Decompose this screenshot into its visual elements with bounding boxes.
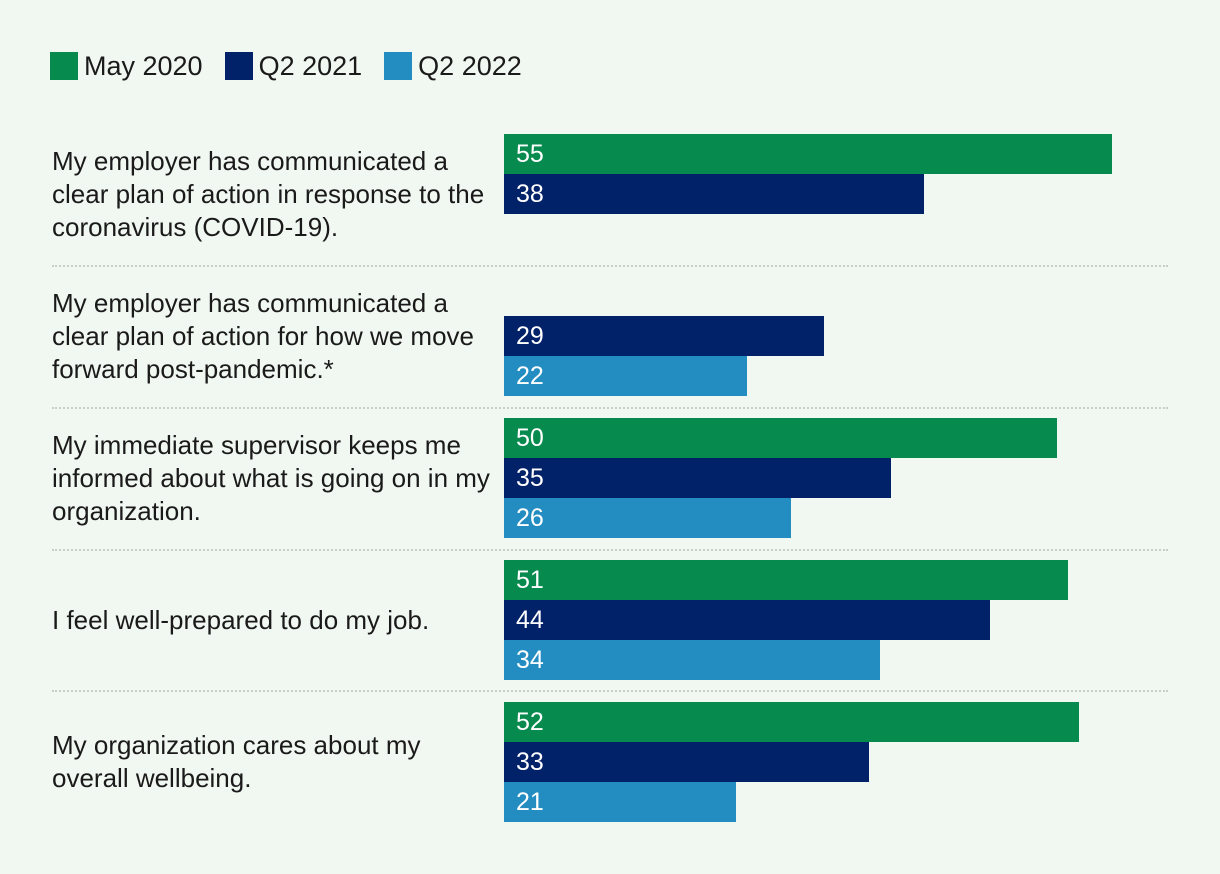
bar-value-label: 55	[516, 140, 544, 168]
bar-value-label: 34	[516, 646, 544, 674]
bar: 52	[504, 702, 1079, 742]
row-divider	[52, 549, 1168, 551]
legend-item-q2-2022: Q2 2022	[384, 50, 522, 82]
bar: 34	[504, 640, 880, 680]
bar-value-label: 26	[516, 504, 544, 532]
category-label: My organization cares about my overall w…	[52, 730, 421, 793]
bar-value-label: 44	[516, 606, 544, 634]
category-label: I feel well-prepared to do my job.	[52, 604, 430, 635]
bar: 50	[504, 418, 1057, 458]
bar-value-label: 29	[516, 322, 544, 350]
legend: May 2020 Q2 2021 Q2 2022	[50, 50, 544, 82]
legend-swatch-may-2020	[50, 52, 78, 80]
bar: 35	[504, 458, 891, 498]
category-label: My employer has communicated a clear pla…	[52, 287, 474, 384]
legend-label-q2-2022: Q2 2022	[418, 51, 522, 81]
bar-value-label: 51	[516, 566, 544, 594]
legend-label-q2-2021: Q2 2021	[258, 51, 363, 81]
row-divider	[52, 690, 1168, 692]
bar-value-label: 33	[516, 748, 544, 776]
bar: 33	[504, 742, 869, 782]
category-label: My employer has communicated a clear pla…	[52, 145, 485, 242]
legend-swatch-q2-2022	[384, 52, 413, 80]
legend-item-may-2020: May 2020	[50, 50, 203, 82]
bar: 44	[504, 600, 991, 640]
bar: 21	[504, 782, 737, 822]
bar: 26	[504, 498, 792, 538]
legend-swatch-q2-2021	[224, 52, 253, 80]
row-divider	[52, 407, 1168, 409]
bar-value-label: 52	[516, 708, 544, 736]
bar-value-label: 50	[516, 424, 544, 452]
bar: 55	[504, 134, 1112, 174]
category-label: My immediate supervisor keeps me informe…	[52, 429, 490, 526]
bar-value-label: 22	[516, 362, 544, 390]
row-divider	[52, 265, 1168, 267]
bar-value-label: 21	[516, 788, 544, 816]
bar: 22	[504, 356, 748, 396]
bar: 38	[504, 174, 924, 214]
bar: 29	[504, 316, 825, 356]
legend-label-may-2020: May 2020	[84, 51, 203, 81]
legend-item-q2-2021: Q2 2021	[224, 50, 363, 82]
bar-value-label: 38	[516, 180, 544, 208]
bar-value-label: 35	[516, 464, 544, 492]
bar: 51	[504, 560, 1068, 600]
